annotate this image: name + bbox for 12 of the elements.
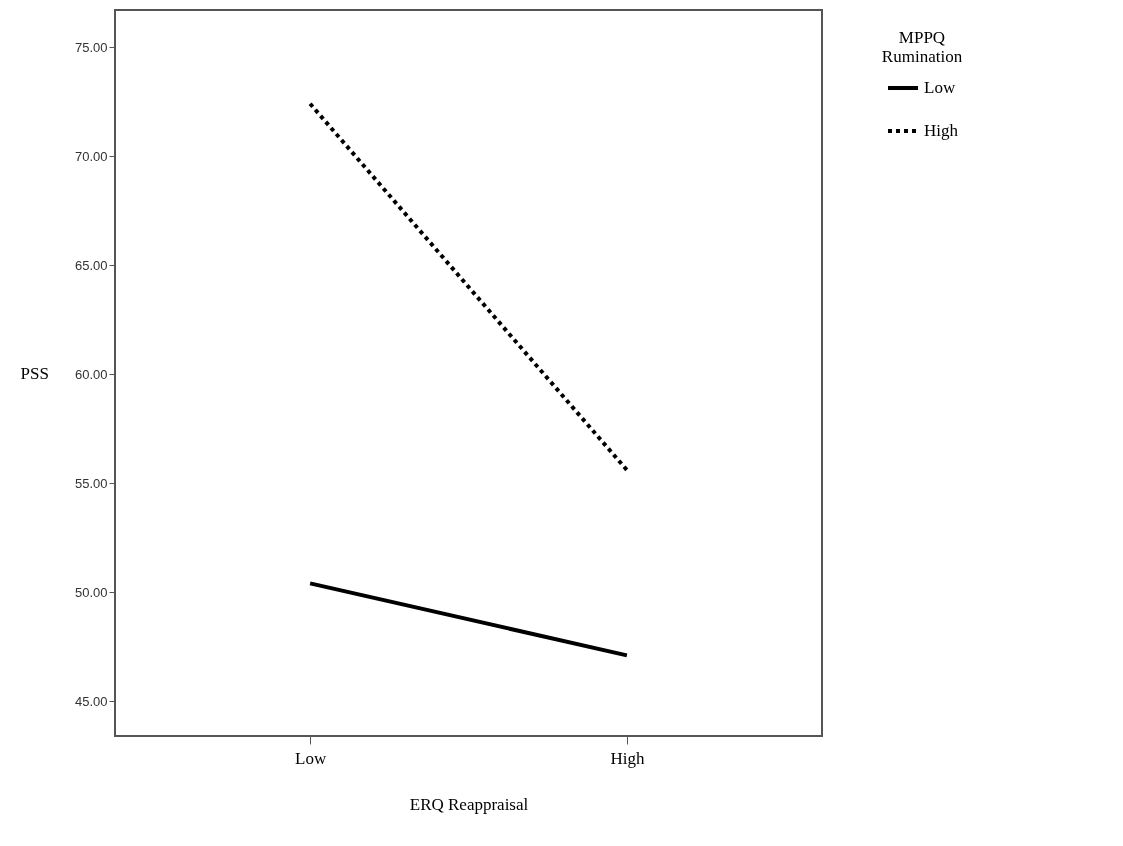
x-axis-title: ERQ Reappraisal (409, 794, 529, 814)
legend-title: MPPQ Rumination (881, 28, 963, 66)
y-tick-label: 45.00 (74, 693, 108, 709)
y-tick-label: 65.00 (74, 257, 108, 273)
y-tick-label: 60.00 (74, 366, 108, 382)
legend-label: High (924, 121, 959, 140)
y-tick-label: 55.00 (74, 475, 108, 491)
legend-label: Low (924, 78, 956, 97)
y-tick-label: 50.00 (74, 584, 108, 600)
y-axis-title: PSS (20, 363, 49, 383)
y-tick-label: 75.00 (74, 39, 108, 55)
y-tick-label: 70.00 (74, 148, 108, 164)
